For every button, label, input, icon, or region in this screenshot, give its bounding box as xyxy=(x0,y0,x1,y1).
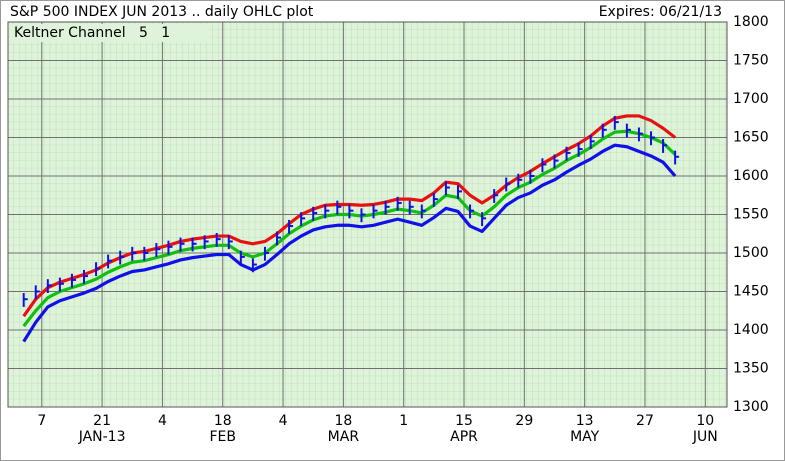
y-tick-label: 1550 xyxy=(733,207,769,223)
x-tick-label: 13 xyxy=(576,413,594,429)
x-tick-label: 4 xyxy=(279,413,288,429)
x-tick-label: 18 xyxy=(214,413,232,429)
x-tick-label: 21 xyxy=(93,413,111,429)
plot-border xyxy=(7,21,728,408)
y-tick-label: 1800 xyxy=(733,14,769,30)
month-label: MAY xyxy=(570,429,600,445)
legend-box xyxy=(10,24,210,42)
y-tick-label: 1750 xyxy=(733,53,769,69)
y-tick-label: 1500 xyxy=(733,245,769,261)
y-tick-label: 1350 xyxy=(733,361,769,377)
month-label: FEB xyxy=(209,429,236,445)
y-tick-label: 1700 xyxy=(733,91,769,107)
x-tick-label: 1 xyxy=(399,413,408,429)
month-label: JUN xyxy=(692,429,718,445)
y-tick-label: 1300 xyxy=(733,399,769,415)
x-tick-label: 4 xyxy=(158,413,167,429)
month-label: APR xyxy=(450,429,478,445)
x-tick-label: 29 xyxy=(515,413,533,429)
x-tick-label: 15 xyxy=(455,413,473,429)
legend-label: Keltner Channel 5 1 xyxy=(14,25,170,41)
expires: Expires: 06/21/13 xyxy=(599,4,722,20)
month-label: MAR xyxy=(328,429,360,445)
x-tick-label: 7 xyxy=(37,413,46,429)
y-tick-label: 1600 xyxy=(733,168,769,184)
x-tick-label: 10 xyxy=(696,413,714,429)
x-tick-label: 18 xyxy=(334,413,352,429)
y-tick-label: 1650 xyxy=(733,130,769,146)
channel-line xyxy=(22,143,677,343)
chart-title: S&P 500 INDEX JUN 2013 .. daily OHLC plo… xyxy=(10,4,314,20)
y-tick-label: 1450 xyxy=(733,284,769,300)
x-tick-label: 27 xyxy=(636,413,654,429)
month-label: JAN-13 xyxy=(78,429,126,445)
y-tick-label: 1400 xyxy=(733,322,769,338)
